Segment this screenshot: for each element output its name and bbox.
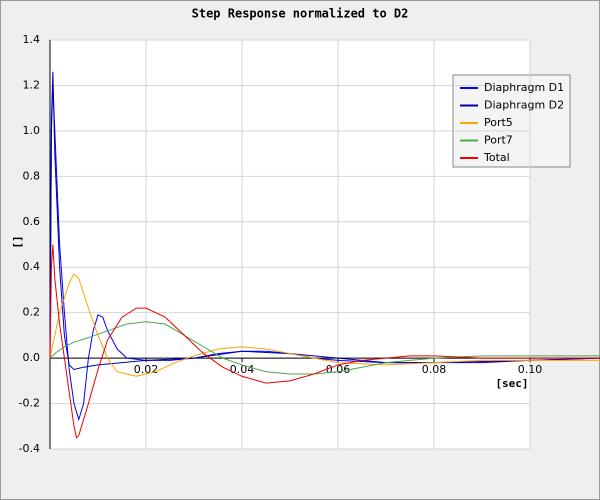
y-tick-label: 0.6 <box>23 215 41 228</box>
series-line <box>49 273 600 377</box>
y-tick-label: 0.8 <box>23 169 41 182</box>
y-tick-label: 0.0 <box>23 351 41 364</box>
legend-label: Port5 <box>484 116 513 129</box>
x-tick-label: 0.08 <box>422 363 447 376</box>
series-line <box>49 244 600 439</box>
y-tick-label: -0.4 <box>19 442 40 455</box>
chart-title: Step Response normalized to D2 <box>192 7 409 21</box>
y-tick-label: 1.4 <box>23 33 41 46</box>
legend-label: Total <box>483 151 510 164</box>
x-axis-label: [sec] <box>495 377 528 390</box>
y-tick-label: 0.4 <box>23 260 41 273</box>
y-tick-label: 1.2 <box>23 78 41 91</box>
y-axis-label: [] <box>11 235 24 248</box>
x-tick-label: 0.06 <box>326 363 351 376</box>
x-tick-label: 0.10 <box>518 363 543 376</box>
series-line <box>49 71 600 371</box>
y-tick-label: 0.2 <box>23 306 41 319</box>
series-line <box>49 85 600 422</box>
y-tick-label: -0.2 <box>19 397 40 410</box>
legend-label: Port7 <box>484 134 513 147</box>
legend-label: Diaphragm D2 <box>484 99 564 112</box>
series-line <box>49 321 600 375</box>
y-tick-label: 1.0 <box>23 124 41 137</box>
legend-box <box>452 74 571 168</box>
legend-label: Diaphragm D1 <box>484 81 564 94</box>
